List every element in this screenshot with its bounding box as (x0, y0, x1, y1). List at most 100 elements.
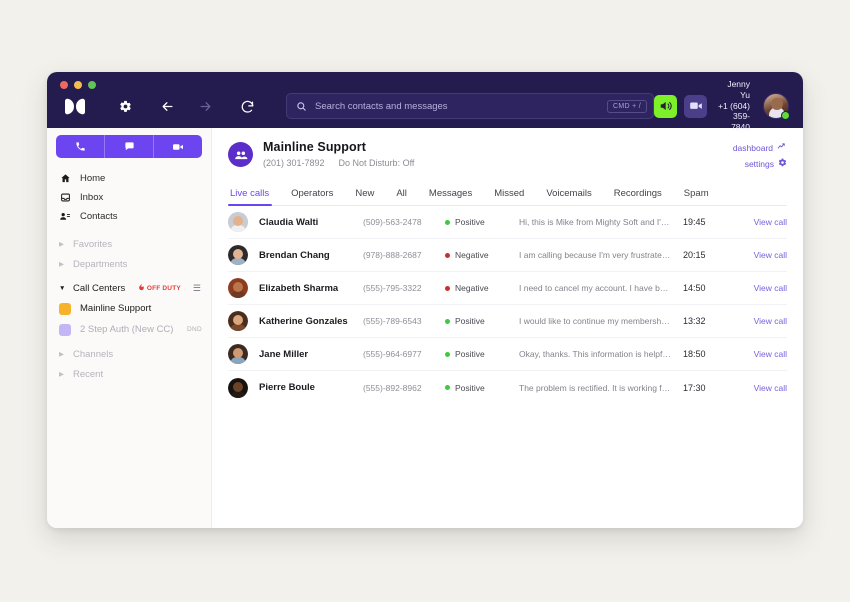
call-list: Claudia Walti (509)-563-2478 Positive Hi, t… (212, 206, 803, 404)
fire-icon (138, 283, 145, 293)
sentiment-dot (445, 252, 450, 258)
sentiment-dot (445, 385, 450, 390)
contact-phone: (555)-964-6977 (363, 349, 422, 359)
hamburger-icon[interactable]: ☰ (192, 282, 201, 293)
tab-recordings[interactable]: Recordings (613, 188, 662, 199)
table-row[interactable]: Jane Miller (555)-964-6977 Positive Okay, t… (228, 338, 787, 371)
sentiment-badge: Positive (445, 217, 519, 227)
table-row[interactable]: Brendan Chang (978)-888-2687 Negative I am … (228, 239, 787, 272)
minimize-window-button[interactable] (74, 81, 82, 89)
tab-new[interactable]: New (355, 188, 375, 199)
sidebar-group-favorites[interactable]: ▶ Favorites (47, 234, 211, 254)
inbox-icon (59, 192, 71, 203)
user-info[interactable]: Jenny Yu +1 (604) 359-7840 (717, 79, 750, 132)
sidebar-group-label: Call Centers (73, 282, 126, 294)
tab-voicemails[interactable]: Voicemails (546, 188, 592, 199)
table-row[interactable]: Elizabeth Sharma (555)-795-3322 Negative I … (228, 272, 787, 305)
contact-avatar (228, 245, 248, 265)
view-call-link[interactable]: View call (753, 217, 787, 227)
new-message-button[interactable] (105, 135, 154, 158)
avatar[interactable] (763, 93, 790, 120)
user-phone: +1 (604) 359-7840 (718, 100, 750, 132)
chevron-right-icon: ▶ (59, 371, 64, 378)
back-arrow-icon[interactable] (152, 91, 182, 121)
tab-live-calls[interactable]: Live calls (228, 188, 280, 206)
sidebar-group-label: Departments (73, 258, 128, 270)
color-swatch (59, 302, 71, 315)
view-call-link[interactable]: View call (753, 382, 787, 393)
dashboard-link[interactable]: dashboard (733, 142, 787, 153)
message-preview: I would like to continue my membership..… (519, 316, 675, 326)
call-time: 18:50 (683, 349, 706, 359)
tab-missed[interactable]: Missed (494, 188, 525, 199)
sidebar-group-label: Channels (73, 348, 114, 360)
contact-avatar (228, 212, 248, 232)
sidebar-call-center-mainline-support[interactable]: Mainline Support (47, 298, 211, 319)
sentiment-badge: Positive (445, 316, 519, 326)
contact-name: Katherine Gonzales (259, 315, 348, 327)
contact-name: Jane Miller (259, 348, 309, 360)
table-row[interactable]: Katherine Gonzales (555)-789-6543 Positive… (228, 305, 787, 338)
sentiment-badge: Positive (445, 349, 519, 359)
reload-icon[interactable] (232, 91, 262, 121)
table-row[interactable]: Claudia Walti (509)-563-2478 Positive Hi, t… (228, 206, 787, 239)
sentiment-label: Positive (455, 316, 485, 326)
close-window-button[interactable] (60, 81, 68, 89)
tab-messages[interactable]: Messages (428, 188, 473, 199)
contact-avatar (228, 311, 248, 331)
view-call-link[interactable]: View call (753, 349, 787, 359)
meeting-icon[interactable] (684, 94, 707, 118)
sidebar-group-channels[interactable]: ▶ Channels (47, 344, 211, 364)
settings-link[interactable]: settings (733, 158, 787, 169)
sidebar-item-home[interactable]: Home (47, 169, 211, 188)
forward-arrow-icon[interactable] (190, 91, 220, 121)
view-call-link[interactable]: View call (753, 250, 787, 260)
view-call-link[interactable]: View call (753, 316, 787, 326)
home-icon (59, 173, 71, 184)
tab-bar: Live calls Operators New All Messages Mi… (228, 188, 787, 206)
search-bar[interactable]: CMD + / (286, 93, 654, 119)
tab-operators[interactable]: Operators (291, 188, 334, 199)
sentiment-badge: Negative (445, 283, 519, 293)
maximize-window-button[interactable] (88, 81, 96, 89)
sidebar-item-inbox[interactable]: Inbox (47, 188, 211, 207)
contact-name: Elizabeth Sharma (259, 282, 339, 294)
chevron-right-icon: ▶ (59, 241, 64, 248)
off-duty-badge[interactable]: OFF DUTY (138, 283, 181, 293)
call-center-label: Mainline Support (80, 303, 152, 314)
sentiment-label: Positive (455, 217, 485, 227)
search-shortcut-badge: CMD + / (607, 99, 647, 113)
table-row[interactable]: Pierre Boule (555)-892-8962 Positive The pr… (228, 371, 787, 404)
sidebar-group-call-centers[interactable]: ▼ Call Centers OFF DUTY ☰ (47, 278, 211, 298)
contact-avatar (228, 278, 248, 298)
sidebar-group-recent[interactable]: ▶ Recent (47, 364, 211, 384)
sidebar-call-center-2-step-auth[interactable]: 2 Step Auth (New CC) DND (47, 319, 211, 340)
color-swatch (59, 323, 71, 336)
page-title: Mainline Support (263, 140, 366, 154)
quick-action-bar (56, 135, 202, 158)
sidebar-group-departments[interactable]: ▶ Departments (47, 254, 211, 274)
new-call-button[interactable] (56, 135, 105, 158)
view-call-link[interactable]: View call (753, 283, 787, 293)
contact-phone: (555)-795-3322 (363, 283, 422, 293)
chevron-right-icon: ▶ (59, 261, 64, 268)
message-preview: Okay, thanks. This information is helpfu… (519, 349, 677, 359)
tab-spam[interactable]: Spam (683, 188, 709, 199)
dnd-badge: DND (187, 326, 202, 333)
tab-all[interactable]: All (396, 188, 407, 199)
gear-icon[interactable] (110, 91, 140, 121)
sidebar-item-contacts[interactable]: Contacts (47, 207, 211, 226)
call-time: 13:32 (683, 316, 706, 326)
contact-phone: (555)-892-8962 (363, 382, 422, 393)
search-input[interactable] (315, 100, 608, 112)
sentiment-badge: Negative (445, 250, 519, 260)
sidebar-item-label: Inbox (80, 192, 104, 203)
new-video-button[interactable] (154, 135, 202, 158)
settings-link-label: settings (744, 158, 774, 169)
sentiment-dot (445, 351, 450, 357)
contact-avatar (228, 377, 248, 398)
call-center-header: Mainline Support (201) 301-7892 Do Not D… (212, 128, 803, 174)
window-controls[interactable] (60, 81, 96, 89)
broadcast-icon[interactable] (654, 94, 677, 118)
sentiment-label: Negative (455, 283, 489, 293)
